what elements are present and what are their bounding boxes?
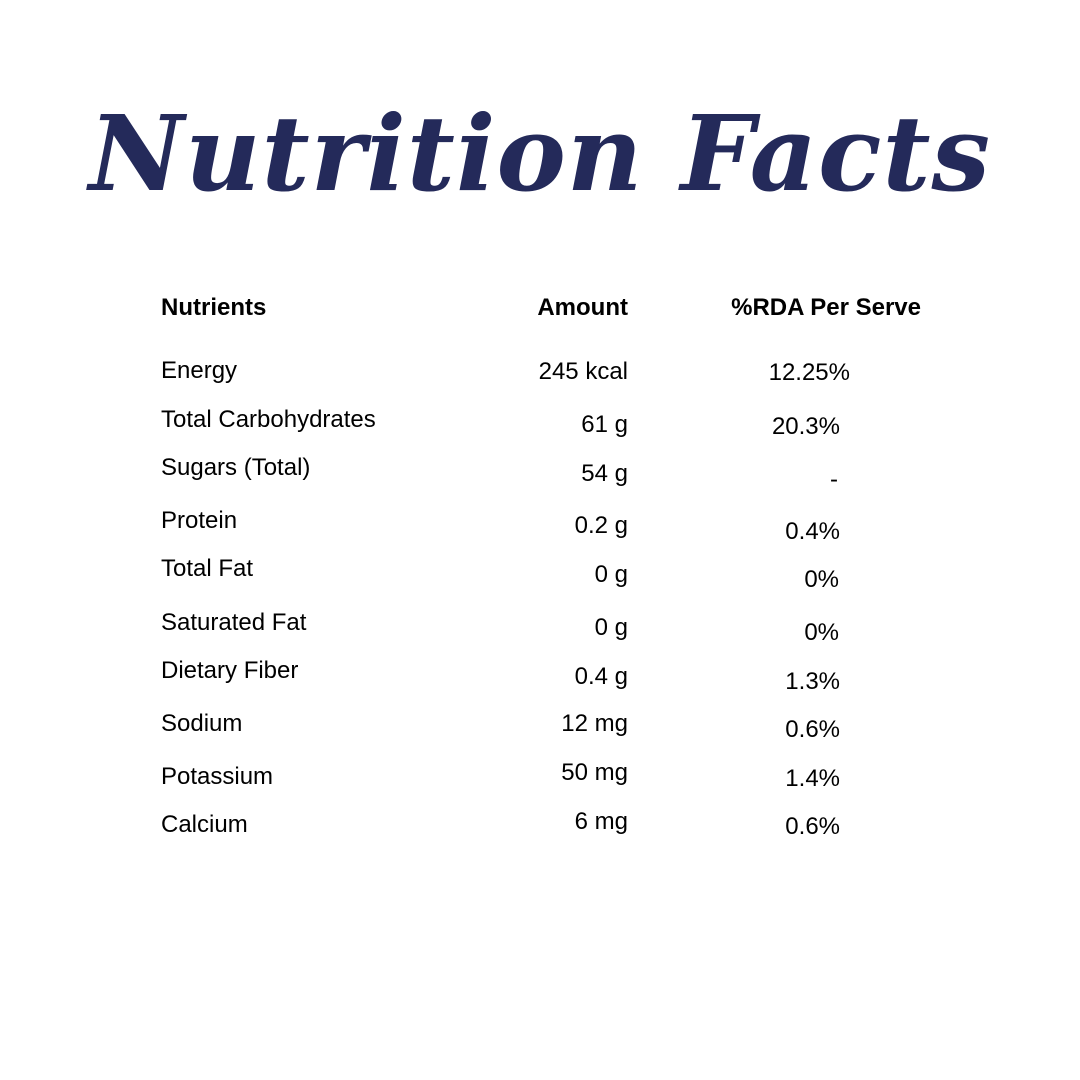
nutrient-name: Protein xyxy=(161,507,238,534)
nutrient-amount: 54 g xyxy=(581,460,628,487)
nutrient-amount: 61 g xyxy=(581,411,628,438)
nutrient-name: Total Carbohydrates xyxy=(161,406,376,433)
nutrient-amount: 0 g xyxy=(594,614,628,641)
header-rda: %RDA Per Serve xyxy=(731,294,921,321)
nutrient-amount: 0.4 g xyxy=(574,663,628,690)
nutrient-rda: 0.6% xyxy=(785,813,840,840)
nutrient-rda: 20.3% xyxy=(771,413,840,440)
header-amount: Amount xyxy=(537,294,628,321)
nutrient-rda: 0% xyxy=(804,566,839,593)
nutrient-rda: 0% xyxy=(804,619,839,646)
nutrient-name: Dietary Fiber xyxy=(161,657,299,684)
page-title: Nutrition Facts xyxy=(88,92,992,215)
nutrient-name: Energy xyxy=(161,357,238,384)
nutrient-amount: 50 mg xyxy=(561,759,628,786)
nutrient-name: Sugars (Total) xyxy=(161,454,311,481)
nutrient-name: Calcium xyxy=(161,811,248,838)
nutrient-rda: 12.25% xyxy=(768,359,850,386)
nutrient-rda: 0.6% xyxy=(785,716,840,743)
nutrient-rda: 0.4% xyxy=(785,518,840,545)
nutrient-name: Saturated Fat xyxy=(161,609,307,636)
nutrient-amount: 6 mg xyxy=(574,808,628,835)
nutrient-name: Potassium xyxy=(161,763,274,790)
header-nutrients: Nutrients xyxy=(161,294,267,321)
nutrient-rda: 1.3% xyxy=(785,668,840,695)
nutrient-amount: 0.2 g xyxy=(574,512,628,539)
nutrient-rda: 1.4% xyxy=(785,765,840,792)
nutrient-amount: 0 g xyxy=(594,561,628,588)
nutrient-name: Total Fat xyxy=(161,555,254,582)
nutrient-rda: - xyxy=(830,466,838,493)
nutrient-amount: 245 kcal xyxy=(538,358,628,385)
nutrient-name: Sodium xyxy=(161,710,243,737)
nutrient-amount: 12 mg xyxy=(561,710,628,737)
